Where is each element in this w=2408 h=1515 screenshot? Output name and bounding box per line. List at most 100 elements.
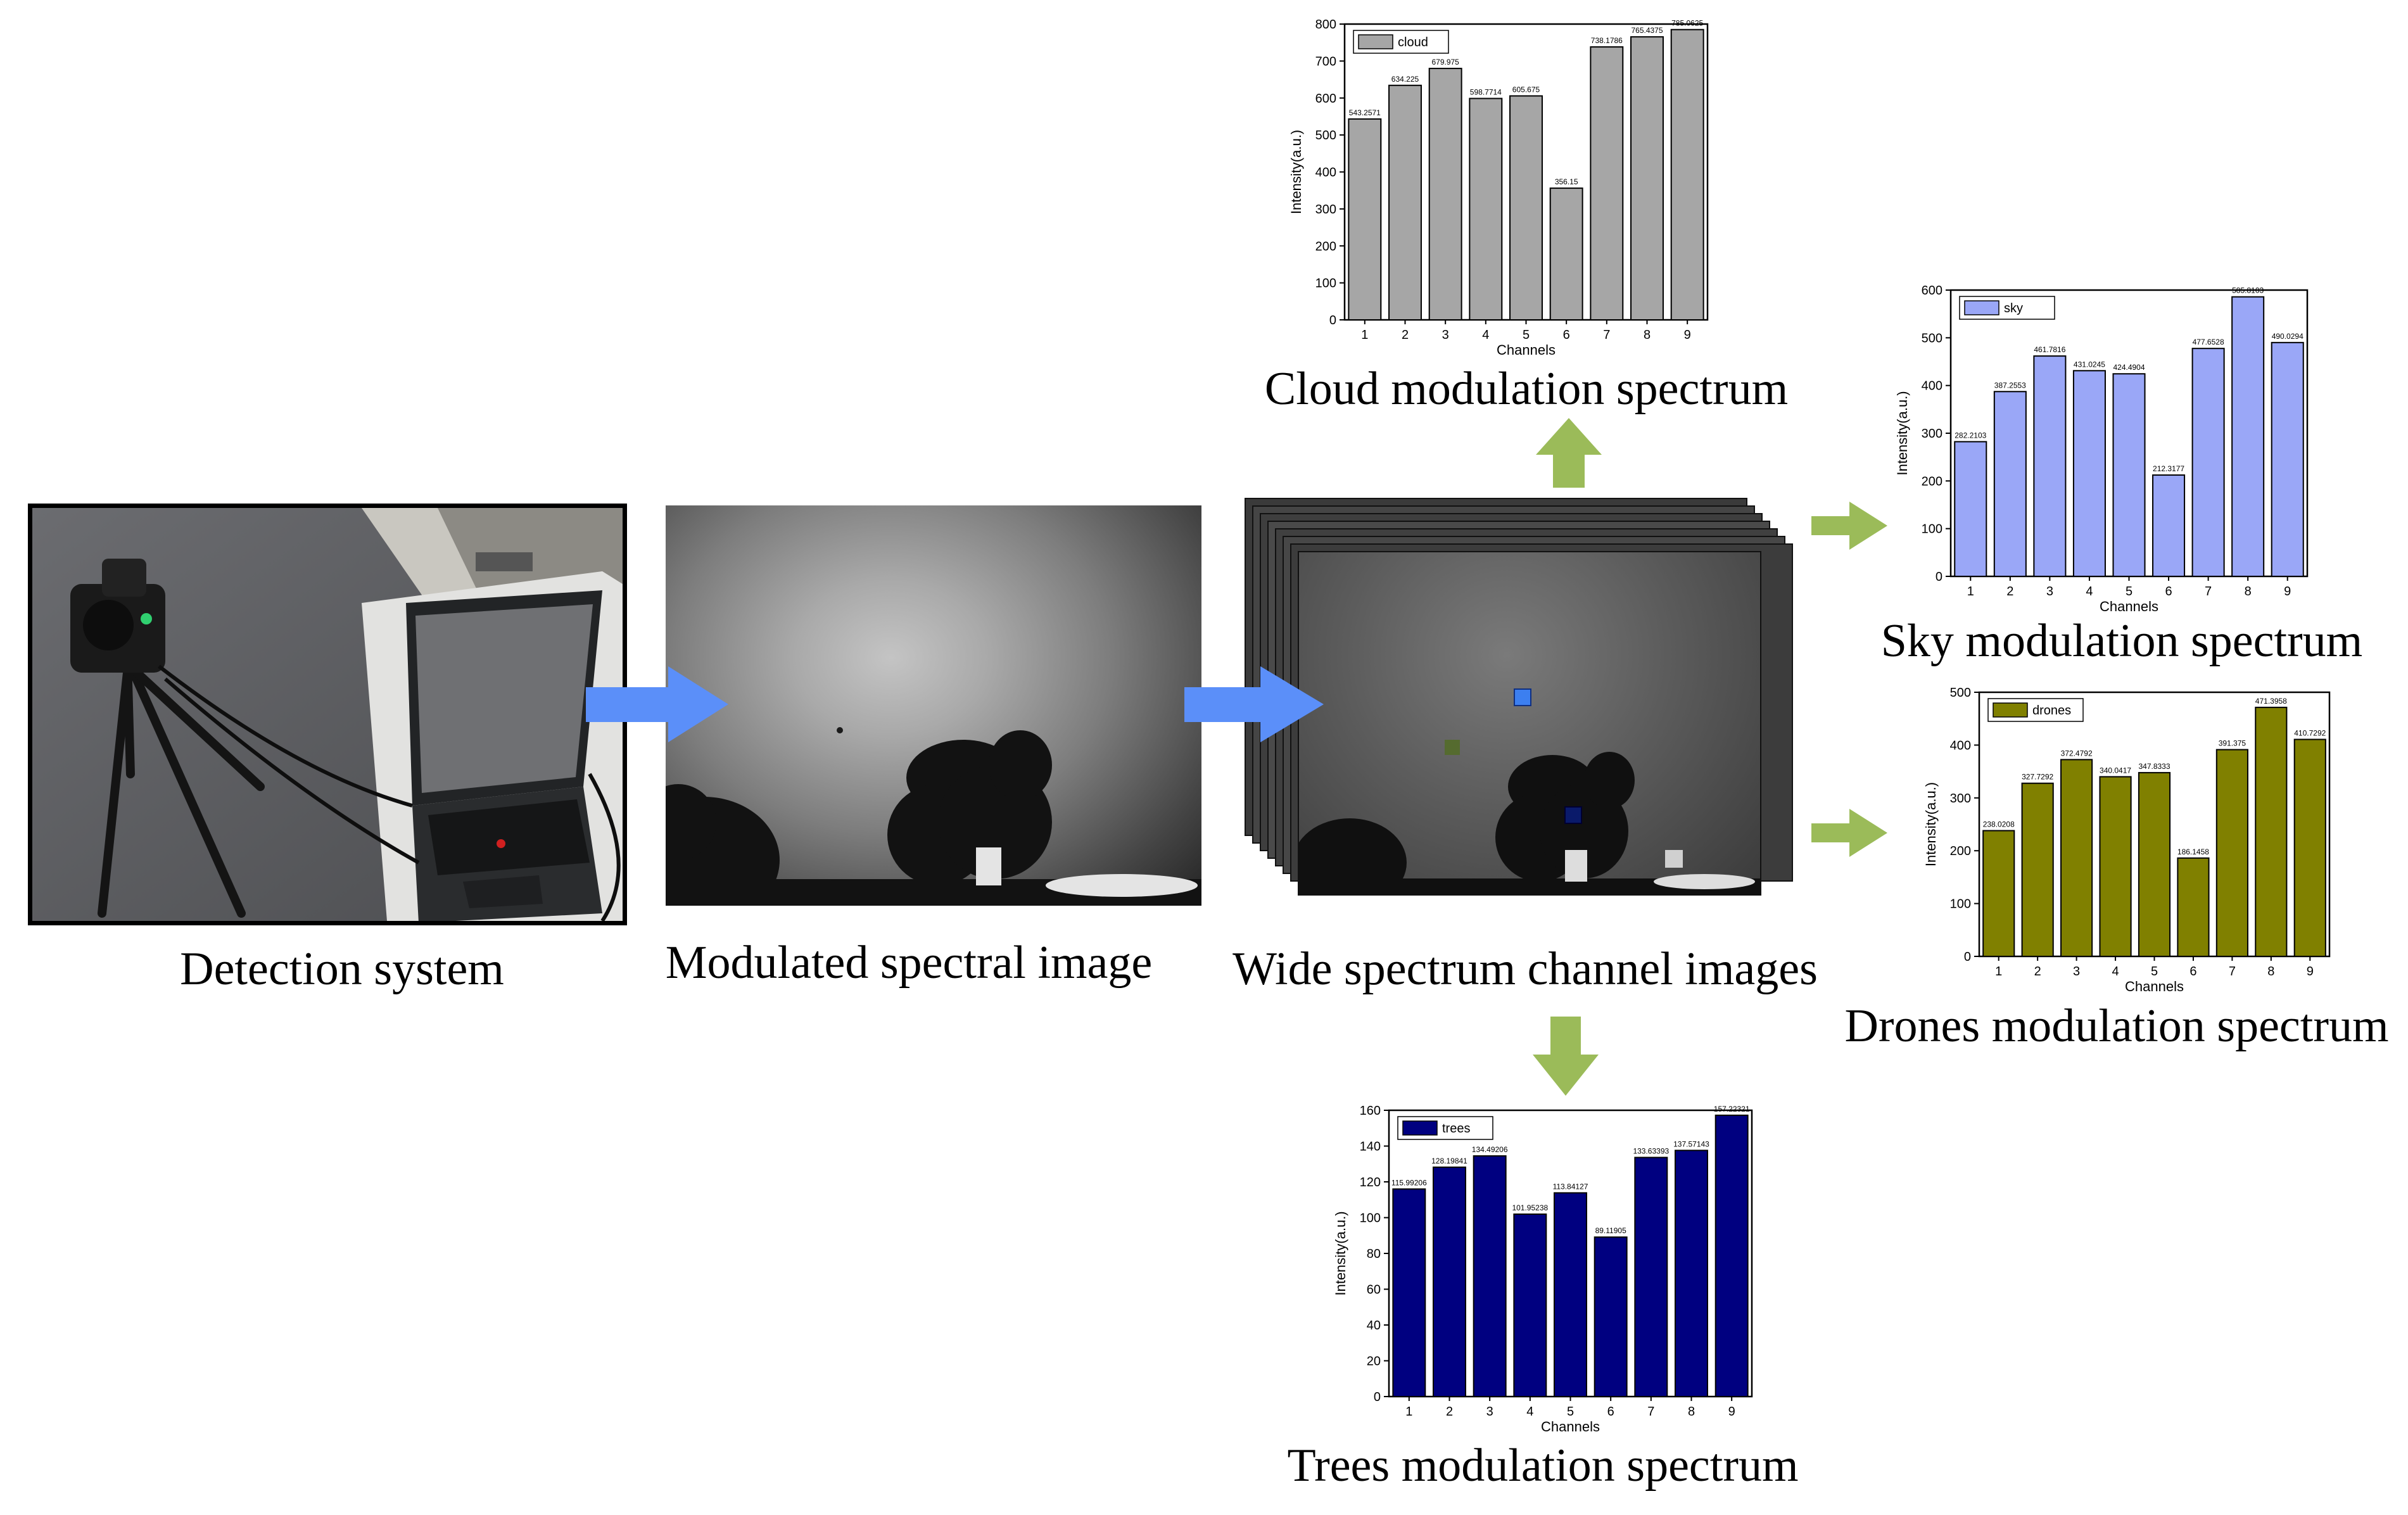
bar bbox=[1513, 1213, 1547, 1397]
x-tick-label: 4 bbox=[2112, 965, 2119, 979]
x-tick-label: 7 bbox=[2205, 585, 2212, 599]
x-axis-label: Channels bbox=[1541, 1419, 1600, 1435]
arrow-up-to-cloud bbox=[1536, 418, 1602, 488]
y-axis-label: Intensity(a.u.) bbox=[1288, 130, 1304, 214]
x-axis-label: Channels bbox=[1497, 342, 1556, 358]
bar bbox=[1348, 118, 1382, 321]
bar bbox=[1428, 68, 1462, 320]
y-tick-label: 200 bbox=[1950, 844, 1971, 858]
data-label: 134.49206 bbox=[1472, 1145, 1508, 1154]
y-tick-label: 300 bbox=[1950, 792, 1971, 806]
bar bbox=[2293, 738, 2326, 958]
bar bbox=[1433, 1166, 1466, 1398]
bar bbox=[1590, 46, 1624, 320]
bright-patches bbox=[976, 847, 1198, 897]
legend-label: sky bbox=[2004, 301, 2023, 315]
cloud-roi-marker bbox=[1665, 850, 1683, 868]
x-tick-label: 7 bbox=[2229, 965, 2236, 979]
bar bbox=[1469, 98, 1503, 320]
cables bbox=[158, 664, 621, 921]
data-label: 543.2571 bbox=[1349, 108, 1381, 117]
arrow-right-to-drones bbox=[1811, 809, 1887, 857]
bar bbox=[2021, 782, 2054, 957]
bar bbox=[1634, 1157, 1668, 1397]
modulated-scene-illustration bbox=[666, 727, 1201, 906]
sky-roi-marker bbox=[1514, 688, 1531, 706]
data-label: 340.0417 bbox=[2100, 766, 2131, 775]
data-label: 461.7816 bbox=[2034, 345, 2065, 354]
x-tick-label: 6 bbox=[2165, 585, 2172, 599]
x-tick-label: 6 bbox=[1607, 1405, 1614, 1419]
y-tick-label: 0 bbox=[1374, 1390, 1381, 1404]
bar bbox=[2112, 373, 2146, 578]
y-tick-label: 600 bbox=[1315, 92, 1336, 106]
y-tick-label: 100 bbox=[1950, 897, 1971, 911]
data-label: 115.99206 bbox=[1391, 1178, 1427, 1187]
legend-swatch bbox=[1993, 702, 2028, 718]
data-label: 356.15 bbox=[1555, 177, 1578, 186]
tree-roi-marker bbox=[1564, 806, 1582, 824]
y-tick-label: 600 bbox=[1922, 284, 1942, 298]
legend-label: trees bbox=[1442, 1122, 1470, 1136]
y-axis-label: Intensity(a.u.) bbox=[1894, 391, 1910, 475]
data-label: 137.57143 bbox=[1673, 1139, 1709, 1148]
detection-system-photo bbox=[28, 504, 627, 925]
caption-drones-modulation-spectrum: Drones modulation spectrum bbox=[1844, 1000, 2389, 1052]
x-tick-label: 8 bbox=[1644, 328, 1651, 342]
camera-icon bbox=[70, 559, 165, 673]
x-tick-label: 2 bbox=[1402, 328, 1409, 342]
data-label: 238.0208 bbox=[1983, 820, 2015, 828]
bar bbox=[1675, 1150, 1708, 1397]
x-tick-label: 2 bbox=[2034, 965, 2041, 979]
bar bbox=[2060, 759, 2093, 957]
data-label: 387.2553 bbox=[1994, 381, 2026, 390]
bar bbox=[1473, 1155, 1507, 1397]
x-axis-label: Channels bbox=[2100, 599, 2158, 614]
trees-bar-chart: 0 20 40 60 80 100 120 140 160 1 115.99206 2 128.1984… bbox=[1333, 1104, 1753, 1435]
drone-target bbox=[837, 727, 843, 733]
front-tree-silhouettes bbox=[1299, 752, 1760, 894]
data-label: 157.22321 bbox=[1714, 1105, 1750, 1113]
data-label: 391.375 bbox=[2219, 739, 2246, 748]
y-tick-label: 120 bbox=[1360, 1176, 1381, 1189]
x-tick-label: 5 bbox=[2126, 585, 2132, 599]
x-tick-label: 8 bbox=[2245, 585, 2252, 599]
bar bbox=[2177, 857, 2210, 957]
x-tick-label: 3 bbox=[2073, 965, 2080, 979]
data-label: 282.2103 bbox=[1955, 431, 1986, 440]
y-tick-label: 700 bbox=[1315, 54, 1336, 68]
y-tick-label: 20 bbox=[1367, 1355, 1381, 1369]
front-channel-scene bbox=[1299, 688, 1760, 894]
x-tick-label: 3 bbox=[1486, 1405, 1493, 1419]
bar bbox=[1594, 1236, 1628, 1397]
x-tick-label: 5 bbox=[1523, 328, 1530, 342]
bar bbox=[1670, 29, 1704, 321]
bar bbox=[1509, 95, 1543, 320]
x-tick-label: 4 bbox=[2086, 585, 2093, 599]
bar bbox=[1954, 441, 1987, 577]
x-tick-label: 2 bbox=[2006, 585, 2013, 599]
x-tick-label: 5 bbox=[1567, 1405, 1574, 1419]
data-label: 327.7292 bbox=[2022, 773, 2053, 782]
arrow-down-to-trees bbox=[1533, 1017, 1599, 1096]
data-label: 113.84127 bbox=[1553, 1182, 1588, 1191]
data-label: 347.8333 bbox=[2138, 762, 2170, 771]
legend-label: cloud bbox=[1398, 35, 1428, 49]
x-tick-label: 8 bbox=[1688, 1405, 1695, 1419]
data-label: 490.0294 bbox=[2272, 332, 2303, 341]
legend-swatch bbox=[1964, 300, 1999, 315]
arrow-modulated-to-wide bbox=[1184, 666, 1324, 742]
bar bbox=[2138, 771, 2171, 958]
data-label: 765.4375 bbox=[1631, 26, 1663, 35]
caption-modulated-spectral-image: Modulated spectral image bbox=[665, 937, 1153, 989]
caption-wide-spectrum-channel-images: Wide spectrum channel images bbox=[1233, 943, 1818, 995]
y-tick-label: 140 bbox=[1360, 1140, 1381, 1154]
sky-bar-chart: 01002003004005006001282.21032387.2553346… bbox=[1894, 284, 2309, 614]
data-label: 424.4904 bbox=[2113, 363, 2145, 372]
data-label: 634.225 bbox=[1391, 75, 1419, 84]
y-tick-label: 40 bbox=[1367, 1319, 1381, 1333]
webcam bbox=[476, 552, 533, 571]
y-tick-label: 800 bbox=[1315, 18, 1336, 32]
bar bbox=[2152, 474, 2186, 577]
